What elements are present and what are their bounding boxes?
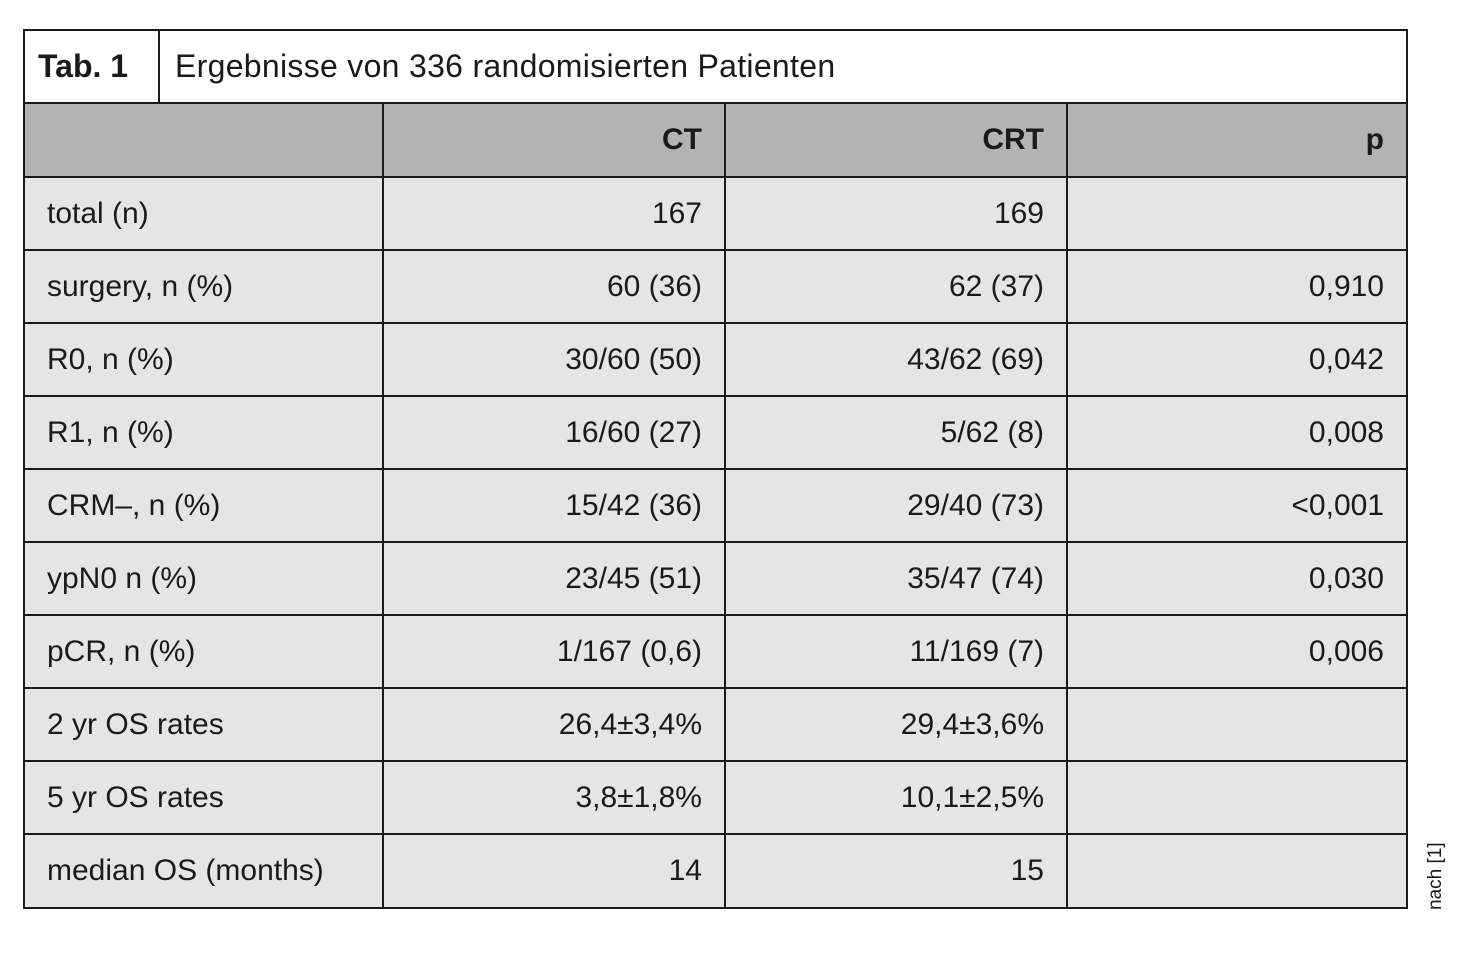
- crt-value: 10,1±2,5%: [725, 761, 1068, 835]
- row-label: surgery, n (%): [25, 250, 384, 324]
- table-title: Ergebnisse von 336 randomisierten Patien…: [175, 48, 836, 84]
- crt-value: 15: [725, 834, 1068, 907]
- table-row: R0, n (%) 30/60 (50) 43/62 (69) 0,042: [25, 323, 1406, 397]
- row-label: CRM–, n (%): [25, 469, 384, 543]
- ct-value: 1/167 (0,6): [383, 615, 726, 689]
- ct-value: 3,8±1,8%: [383, 761, 726, 835]
- row-label: 2 yr OS rates: [25, 688, 384, 762]
- p-value: 0,030: [1067, 542, 1406, 616]
- table-row: surgery, n (%) 60 (36) 62 (37) 0,910: [25, 250, 1406, 324]
- crt-value: 11/169 (7): [725, 615, 1068, 689]
- ct-value: 14: [383, 834, 726, 907]
- header-cell-crt: CRT: [725, 104, 1068, 178]
- crt-value: 43/62 (69): [725, 323, 1068, 397]
- results-table: Tab. 1 Ergebnisse von 336 randomisierten…: [23, 29, 1408, 909]
- row-label: 5 yr OS rates: [25, 761, 384, 835]
- crt-value: 29,4±3,6%: [725, 688, 1068, 762]
- table-row: median OS (months) 14 15: [25, 834, 1406, 907]
- row-label: R0, n (%): [25, 323, 384, 397]
- p-value: <0,001: [1067, 469, 1406, 543]
- table-caption: Tab. 1 Ergebnisse von 336 randomisierten…: [25, 31, 1406, 104]
- p-value: [1067, 688, 1406, 762]
- ct-value: 23/45 (51): [383, 542, 726, 616]
- header-cell-p: p: [1067, 104, 1406, 178]
- p-value: 0,008: [1067, 396, 1406, 470]
- header-row: CT CRT p: [25, 104, 1406, 178]
- table-row: R1, n (%) 16/60 (27) 5/62 (8) 0,008: [25, 396, 1406, 470]
- p-value: [1067, 177, 1406, 251]
- table-row: ypN0 n (%) 23/45 (51) 35/47 (74) 0,030: [25, 542, 1406, 616]
- row-label: R1, n (%): [25, 396, 384, 470]
- ct-value: 30/60 (50): [383, 323, 726, 397]
- results-grid: CT CRT p total (n) 167 169 surgery, n (%…: [25, 104, 1406, 907]
- table-row: total (n) 167 169: [25, 177, 1406, 251]
- row-label: total (n): [25, 177, 384, 251]
- table-row: 5 yr OS rates 3,8±1,8% 10,1±2,5%: [25, 761, 1406, 835]
- crt-value: 29/40 (73): [725, 469, 1068, 543]
- crt-value: 35/47 (74): [725, 542, 1068, 616]
- row-label: pCR, n (%): [25, 615, 384, 689]
- p-value: 0,006: [1067, 615, 1406, 689]
- row-label: ypN0 n (%): [25, 542, 384, 616]
- header-cell-label: [25, 104, 384, 178]
- p-value: [1067, 761, 1406, 835]
- row-label: median OS (months): [25, 834, 384, 907]
- table-row: pCR, n (%) 1/167 (0,6) 11/169 (7) 0,006: [25, 615, 1406, 689]
- ct-value: 26,4±3,4%: [383, 688, 726, 762]
- source-note: nach [1]: [1425, 842, 1446, 910]
- table-row: 2 yr OS rates 26,4±3,4% 29,4±3,6%: [25, 688, 1406, 762]
- crt-value: 5/62 (8): [725, 396, 1068, 470]
- p-value: 0,042: [1067, 323, 1406, 397]
- crt-value: 169: [725, 177, 1068, 251]
- ct-value: 167: [383, 177, 726, 251]
- ct-value: 60 (36): [383, 250, 726, 324]
- header-cell-ct: CT: [383, 104, 726, 178]
- crt-value: 62 (37): [725, 250, 1068, 324]
- ct-value: 15/42 (36): [383, 469, 726, 543]
- ct-value: 16/60 (27): [383, 396, 726, 470]
- table-number: Tab. 1: [25, 31, 160, 102]
- p-value: 0,910: [1067, 250, 1406, 324]
- p-value: [1067, 834, 1406, 907]
- table-row: CRM–, n (%) 15/42 (36) 29/40 (73) <0,001: [25, 469, 1406, 543]
